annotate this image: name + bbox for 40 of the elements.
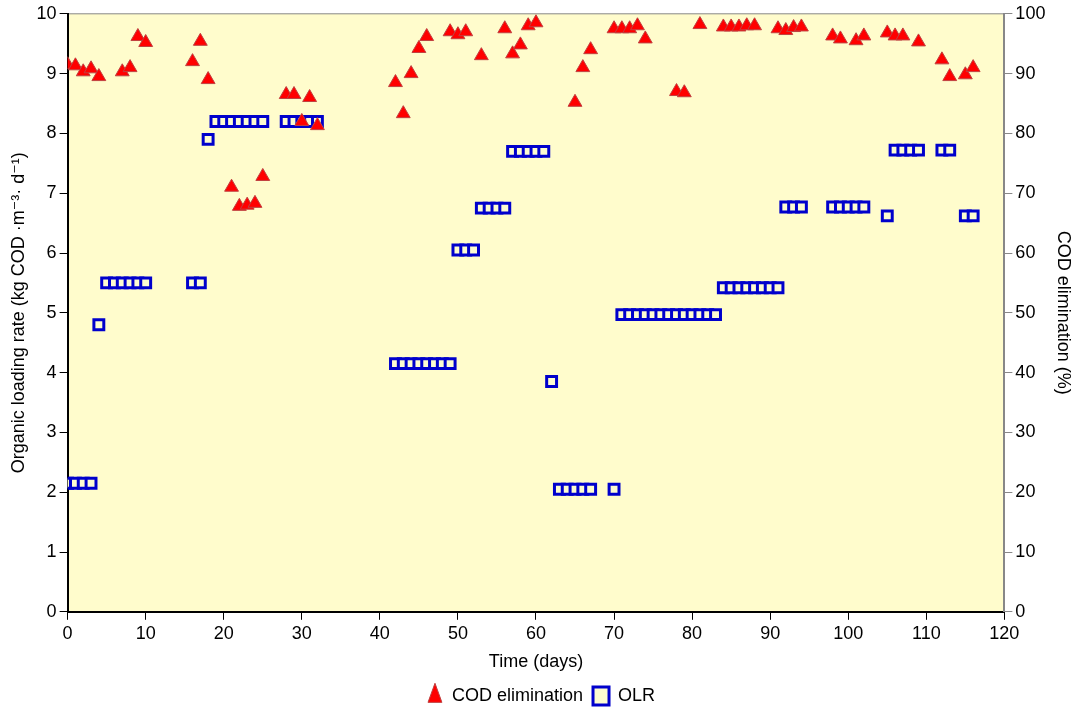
y2-tick-label: 60 xyxy=(1015,241,1036,262)
x-axis-title: Time (days) xyxy=(488,651,584,672)
y-tick-label: 9 xyxy=(46,62,57,83)
x-tick-label: 40 xyxy=(369,622,390,643)
x-tick-label: 50 xyxy=(447,622,468,643)
x-tick-label: 120 xyxy=(989,622,1020,643)
y2-tick-label: 0 xyxy=(1015,600,1026,621)
y2-tick-label: 90 xyxy=(1015,62,1036,83)
y2-tick-label: 50 xyxy=(1015,301,1036,322)
y2-tick-label: 20 xyxy=(1015,481,1036,502)
x-tick-label: 70 xyxy=(604,622,625,643)
x-tick-label: 30 xyxy=(291,622,312,643)
x-tick-label: 90 xyxy=(760,622,781,643)
x-tick-label: 20 xyxy=(213,622,234,643)
y2-tick-label: 30 xyxy=(1015,421,1036,442)
y2-axis-title: COD elimination (%) xyxy=(1054,230,1075,395)
y-tick-label: 3 xyxy=(46,421,57,442)
y-tick-label: 8 xyxy=(46,122,57,143)
y-tick-label: 10 xyxy=(36,2,57,23)
x-tick-label: 60 xyxy=(525,622,547,643)
x-tick-label: 10 xyxy=(135,622,156,643)
y2-tick-label: 70 xyxy=(1015,182,1036,203)
legend-label: COD elimination xyxy=(451,684,584,705)
y-tick-label: 6 xyxy=(46,241,57,262)
x-tick-label: 80 xyxy=(682,622,703,643)
y-tick-label: 7 xyxy=(46,182,57,203)
y-tick-label: 2 xyxy=(46,481,57,502)
x-tick-label: 100 xyxy=(833,622,864,643)
y2-tick-label: 80 xyxy=(1015,122,1036,143)
y-tick-label: 4 xyxy=(46,361,57,382)
y2-tick-label: 40 xyxy=(1015,361,1036,382)
y-axis-title: Organic loading rate (kg COD ·m⁻³· d⁻¹) xyxy=(7,152,28,474)
y-tick-label: 1 xyxy=(46,540,57,561)
y-tick-label: 5 xyxy=(46,301,57,322)
y-tick-label: 0 xyxy=(46,600,57,621)
y2-tick-label: 10 xyxy=(1015,540,1036,561)
x-tick-label: 0 xyxy=(62,622,73,643)
y2-tick-label: 100 xyxy=(1015,2,1046,23)
x-tick-label: 110 xyxy=(911,622,941,643)
legend-label: OLR xyxy=(618,684,656,705)
